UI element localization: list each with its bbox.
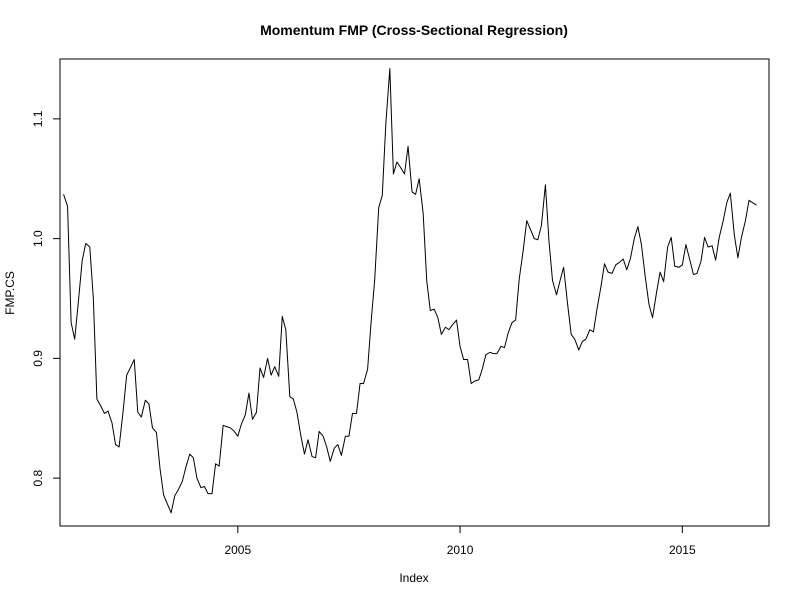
series-line <box>63 68 757 514</box>
x-axis-label: Index <box>399 571 428 585</box>
y-tick-label: 0.8 <box>31 469 45 486</box>
y-tick-label: 1.0 <box>31 230 45 247</box>
series-layer <box>63 68 757 514</box>
plot-frame <box>59 58 770 527</box>
y-axis: 0.8 0.9 1.0 1.1 <box>31 110 60 486</box>
chart-title: Momentum FMP (Cross-Sectional Regression… <box>260 22 568 38</box>
x-tick-label: 2015 <box>669 543 696 557</box>
x-axis: 2005 2010 2015 <box>224 526 696 557</box>
x-tick-label: 2010 <box>447 543 474 557</box>
y-tick-label: 0.9 <box>31 350 45 367</box>
x-tick-label: 2005 <box>224 543 251 557</box>
y-axis-label: FMP.CS <box>3 271 17 315</box>
y-tick-label: 1.1 <box>31 110 45 127</box>
